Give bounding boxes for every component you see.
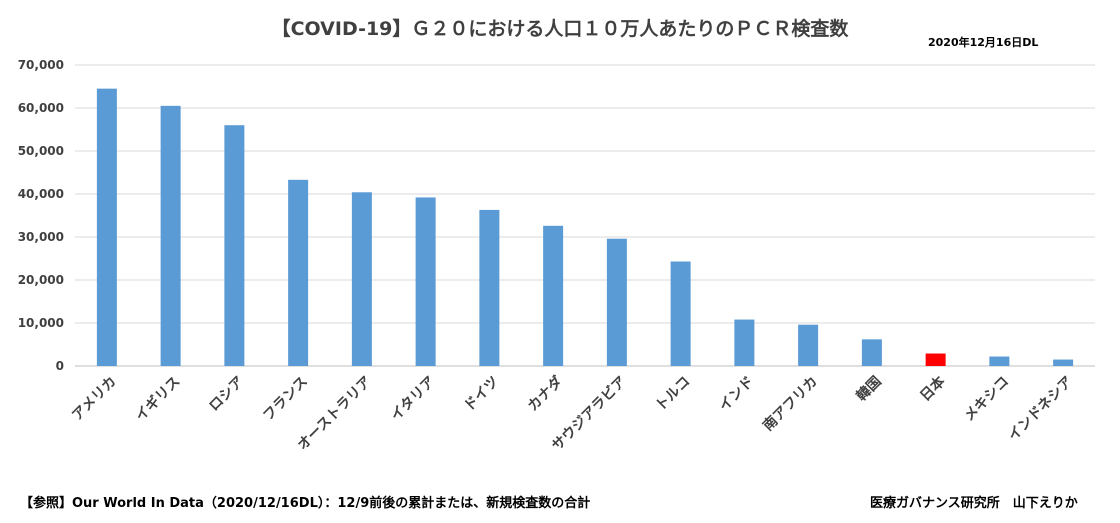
bar-3 [288, 180, 308, 366]
bar-5 [416, 197, 436, 366]
bar-6 [479, 210, 499, 366]
x-axis-labels: アメリカ イギリス ロシア フランスオーストラリア イタリア ドイツ カナダサウジアラビアト… [69, 372, 1076, 454]
y-tick-label: 60,000 [18, 101, 64, 115]
y-axis-ticks: 0 10,000 20,000 30,000 40,000 50,000 60,000 70,… [18, 58, 64, 373]
bar-chart: 0 10,000 20,000 30,000 40,000 50,000 60,000 70,… [0, 0, 1120, 485]
x-category-label: カナダ [524, 373, 566, 415]
bar-8 [607, 239, 627, 366]
x-category-label: ロシア [206, 374, 247, 415]
y-tick-label: 20,000 [18, 273, 64, 287]
bar-2 [224, 125, 244, 366]
x-category-label: トルコ [653, 374, 694, 415]
y-tick-label: 0 [56, 359, 64, 373]
x-category-label: 韓国 [853, 373, 885, 405]
x-category-label: 南アフリカ [759, 373, 821, 435]
y-tick-label: 40,000 [18, 187, 64, 201]
bar-0 [97, 89, 117, 366]
bar-4 [352, 192, 372, 366]
bar-15 [1053, 360, 1073, 366]
x-category-label: ドイツ [461, 374, 502, 415]
x-category-label: インドネシア [1005, 374, 1076, 445]
bar-13 [926, 354, 946, 366]
y-tick-label: 30,000 [18, 230, 64, 244]
x-category-label: 日本 [917, 372, 950, 405]
x-category-label: インド [716, 374, 757, 415]
y-tick-label: 10,000 [18, 316, 64, 330]
x-category-label: メキシコ [961, 374, 1012, 425]
bar-14 [989, 357, 1009, 366]
x-category-label: イギリス [132, 373, 184, 425]
bars [97, 89, 1073, 366]
source-note: 【参照】Our World In Data（2020/12/16DL）：12/9… [20, 492, 590, 511]
x-category-label: フランス [260, 374, 311, 425]
y-tick-label: 70,000 [18, 58, 64, 72]
bar-10 [734, 320, 754, 366]
author-credit: 医療ガバナンス研究所 山下えりか [870, 492, 1078, 511]
bar-7 [543, 226, 563, 366]
bar-12 [862, 339, 882, 366]
bar-11 [798, 325, 818, 366]
bar-9 [671, 262, 691, 366]
x-category-label: イタリア [388, 374, 439, 425]
bar-1 [161, 106, 181, 366]
x-category-label: アメリカ [69, 374, 119, 424]
y-tick-label: 50,000 [18, 144, 64, 158]
